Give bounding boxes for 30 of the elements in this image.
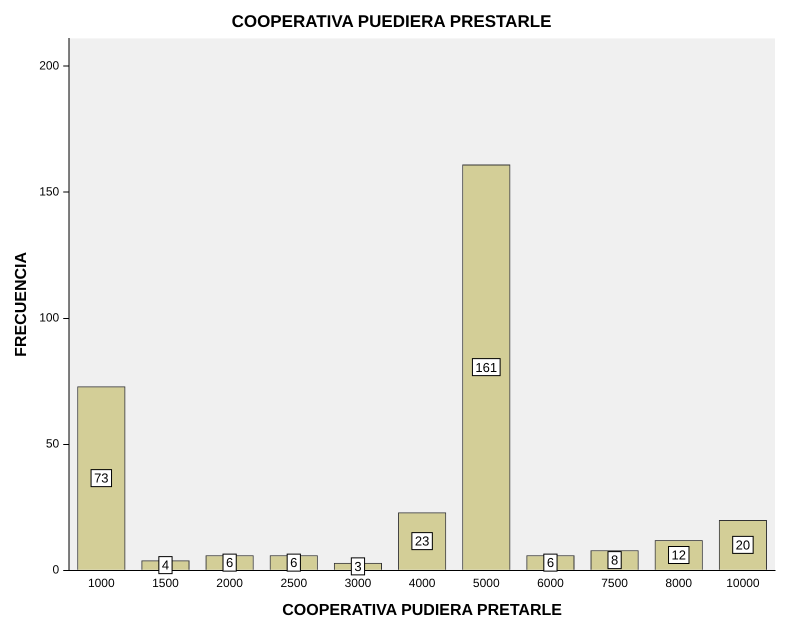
x-tick-label: 4000 <box>408 576 436 590</box>
x-tick-label: 1000 <box>88 576 115 590</box>
x-tick-label: 1500 <box>152 576 180 590</box>
x-tick-label: 5000 <box>472 576 500 590</box>
y-axis-title: FRECUENCIA <box>13 252 30 357</box>
data-label: 23 <box>414 534 430 549</box>
data-label: 20 <box>736 538 750 553</box>
data-label: 8 <box>610 552 618 568</box>
y-tick-label: 50 <box>46 436 60 451</box>
x-tick-label: 8000 <box>665 576 692 590</box>
y-tick-label: 0 <box>52 562 60 577</box>
y-tick-label: 150 <box>39 184 60 199</box>
data-label: 3 <box>354 558 362 574</box>
x-tick-label: 7500 <box>601 576 628 590</box>
x-tick-label: 3000 <box>344 576 372 590</box>
x-tick-label: 10000 <box>726 576 760 590</box>
data-label: 161 <box>475 360 498 375</box>
x-tick-label: 2000 <box>216 576 244 590</box>
x-axis-title: COOPERATIVA PUDIERA PRETARLE <box>282 602 562 619</box>
data-label: 12 <box>672 548 686 563</box>
chart-title: COOPERATIVA PUEDIERA PRESTARLE <box>232 12 552 31</box>
x-tick-label: 2500 <box>280 576 308 590</box>
x-tick-label: 6000 <box>537 576 564 590</box>
data-label: 6 <box>226 555 234 570</box>
data-label: 73 <box>94 470 109 486</box>
data-label: 6 <box>290 555 298 570</box>
y-tick-label: 100 <box>39 310 60 325</box>
data-label: 6 <box>546 555 554 570</box>
y-tick-label: 200 <box>39 58 60 72</box>
data-label: 4 <box>162 558 170 573</box>
